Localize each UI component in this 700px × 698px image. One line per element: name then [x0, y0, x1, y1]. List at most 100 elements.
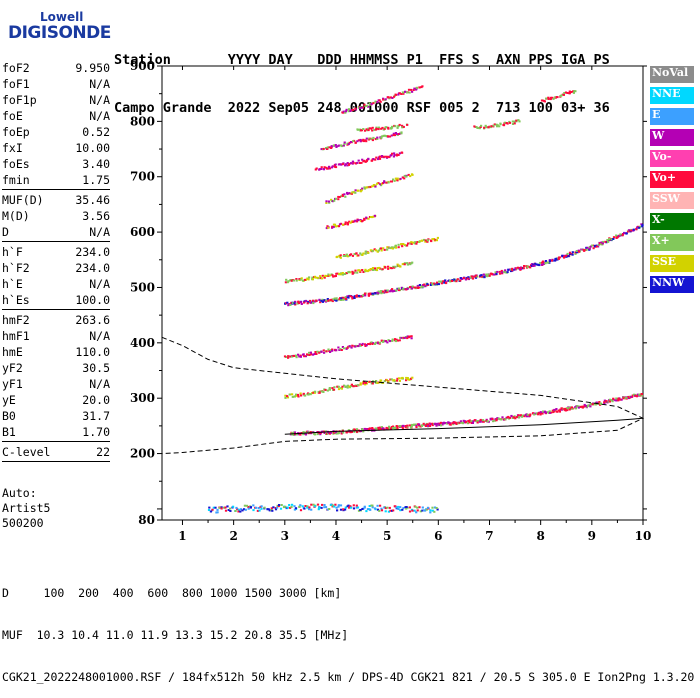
echo-mark [562, 93, 565, 96]
echo-mark [313, 275, 317, 278]
echo-mark [296, 302, 299, 305]
echo-mark [339, 504, 343, 507]
echo-mark [357, 509, 361, 512]
echo-mark [542, 410, 545, 413]
echo-mark [400, 131, 403, 134]
echo-mark [346, 295, 349, 298]
echo-mark [631, 394, 634, 397]
echo-mark [626, 230, 630, 233]
echo-mark [410, 242, 413, 245]
echo-mark [367, 127, 370, 130]
echo-mark [263, 506, 266, 509]
echo-mark [365, 140, 368, 143]
echo-mark [367, 293, 370, 296]
echo-mark [291, 393, 294, 396]
echo-mark [418, 286, 421, 289]
param-row: M(D) 3.56 [2, 208, 110, 224]
echo-mark [351, 160, 354, 163]
echo-mark [433, 282, 436, 285]
echo-mark [351, 297, 354, 300]
param-row: B0 31.7 [2, 408, 110, 424]
echo-mark [387, 265, 390, 268]
echo-mark [271, 509, 274, 512]
echo-mark [356, 140, 359, 143]
param-value: 263.6 [75, 313, 110, 327]
echo-mark [245, 504, 248, 507]
echo-mark [339, 297, 342, 300]
echo-mark [504, 418, 507, 421]
echo-mark [289, 303, 292, 306]
param-row: hmF2 263.6 [2, 312, 110, 328]
echo-mark [347, 296, 350, 299]
echo-mark [295, 393, 298, 396]
echo-mark [362, 271, 365, 273]
echo-mark [363, 505, 366, 508]
echo-mark [422, 509, 425, 512]
echo-mark [328, 201, 331, 204]
x-tick-label: 5 [383, 529, 391, 543]
echo-mark [394, 93, 398, 96]
echo-mark [257, 507, 260, 509]
echo-mark [378, 155, 381, 158]
echo-mark [600, 241, 603, 244]
echo-mark [500, 418, 503, 421]
echo-mark [542, 263, 545, 265]
echo-mark [320, 506, 323, 509]
param-row: h`E N/A [2, 276, 110, 292]
y-tick-label: 200 [130, 447, 155, 461]
echo-mark [380, 509, 384, 512]
echo-mark [384, 266, 387, 269]
echo-mark [387, 427, 390, 430]
echo-mark [385, 379, 388, 382]
echo-mark [357, 269, 360, 272]
echo-mark [318, 432, 321, 434]
echo-mark [392, 178, 395, 181]
echo-mark [220, 506, 223, 509]
echo-mark [292, 279, 295, 282]
echo-mark [598, 242, 602, 245]
echo-mark [399, 336, 402, 339]
param-name: foF1 [2, 77, 30, 91]
echo-mark [356, 506, 360, 509]
echo-mark [337, 431, 341, 434]
echo-mark [636, 226, 639, 229]
echo-mark [555, 257, 558, 260]
echo-mark [284, 396, 287, 399]
echo-mark [380, 155, 384, 157]
echo-mark [356, 384, 360, 387]
echo-mark [324, 430, 328, 433]
echo-mark [406, 335, 409, 338]
echo-mark [303, 301, 306, 304]
echo-mark [436, 508, 439, 511]
echo-mark [384, 510, 387, 513]
echo-mark [403, 174, 406, 177]
echo-mark [621, 234, 624, 237]
echo-mark [307, 392, 310, 395]
echo-mark [354, 189, 357, 192]
param-name: foEs [2, 157, 30, 171]
param-value: 10.00 [75, 141, 110, 155]
echo-mark [458, 421, 461, 424]
echo-mark [406, 244, 409, 247]
echo-mark [388, 506, 391, 509]
echo-mark [558, 256, 561, 259]
echo-mark [585, 246, 588, 249]
param-divider [2, 461, 110, 462]
echo-mark [243, 504, 246, 507]
echo-mark [390, 378, 393, 381]
echo-mark [441, 423, 444, 426]
x-tick-label: 7 [485, 529, 493, 543]
echo-mark [418, 86, 421, 89]
echo-mark [382, 155, 385, 158]
y-tick-label: 800 [130, 114, 155, 128]
echo-mark [388, 427, 391, 430]
echo-mark [299, 392, 302, 395]
echo-mark [339, 256, 342, 259]
echo-mark [280, 504, 283, 506]
echo-mark [353, 428, 356, 431]
echo-mark [337, 195, 340, 198]
echo-mark [486, 420, 489, 423]
echo-mark [407, 242, 410, 245]
echo-mark [367, 157, 370, 160]
echo-mark [332, 225, 335, 228]
